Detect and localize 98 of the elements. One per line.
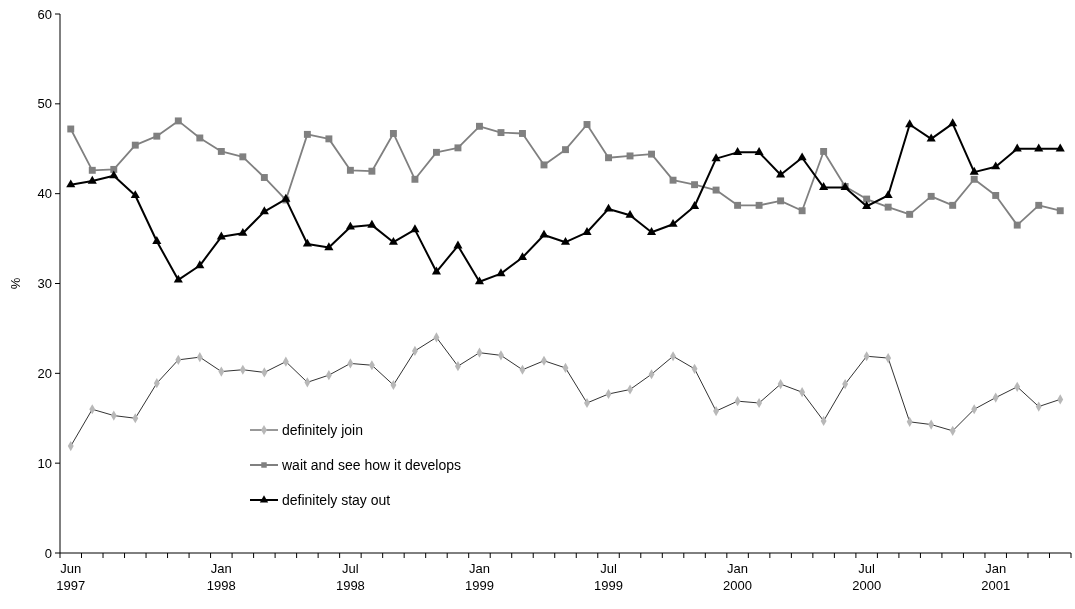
y-tick-label: 10 — [37, 455, 52, 471]
point — [389, 130, 397, 137]
point — [798, 207, 806, 215]
point — [109, 170, 119, 179]
point — [195, 260, 205, 269]
point — [131, 141, 139, 149]
point — [411, 175, 419, 183]
point — [669, 176, 677, 184]
point — [949, 201, 957, 209]
point — [367, 219, 377, 228]
x-tick-label: Jul 1999 — [594, 561, 623, 593]
point — [625, 209, 635, 218]
point — [454, 144, 462, 152]
point — [560, 236, 571, 245]
point — [777, 197, 785, 205]
point — [388, 236, 398, 245]
x-tick-label: Jul 1998 — [335, 561, 365, 593]
point — [173, 274, 183, 283]
point — [754, 147, 764, 155]
point — [474, 276, 485, 285]
point — [1056, 207, 1064, 215]
point — [948, 118, 958, 127]
point — [259, 206, 269, 215]
point — [302, 238, 312, 247]
point — [217, 147, 225, 155]
point — [862, 200, 872, 209]
point — [733, 147, 743, 155]
point — [88, 166, 96, 174]
point — [325, 135, 333, 143]
y-tick-label: 50 — [37, 96, 52, 112]
point — [884, 203, 892, 211]
point — [969, 166, 979, 175]
y-tick-label: 40 — [37, 186, 52, 202]
y-tick-label: 60 — [37, 6, 52, 22]
point — [153, 132, 161, 140]
point — [755, 201, 763, 209]
point — [346, 166, 354, 174]
point — [130, 190, 140, 199]
point — [926, 133, 936, 142]
x-tick-label: Jul 2000 — [852, 561, 882, 593]
point — [927, 192, 935, 200]
point — [66, 179, 76, 188]
point — [239, 153, 247, 161]
point — [992, 192, 1000, 199]
legend-label: wait and see how it develops — [281, 456, 461, 473]
point — [690, 200, 700, 209]
point — [562, 146, 569, 154]
point — [863, 195, 871, 203]
point — [691, 181, 699, 189]
y-tick-label: 20 — [37, 365, 52, 381]
point — [603, 203, 614, 212]
point — [539, 229, 549, 238]
x-tick-label: Jan 2000 — [723, 561, 753, 593]
point — [711, 153, 721, 162]
point — [712, 186, 720, 194]
point — [819, 182, 829, 191]
y-tick-label: 30 — [37, 276, 52, 292]
point — [238, 227, 248, 236]
point — [605, 154, 612, 162]
point — [174, 117, 182, 125]
point — [517, 252, 528, 261]
x-tick-label: Jan 2001 — [981, 561, 1011, 593]
point — [582, 227, 592, 235]
point — [797, 152, 807, 161]
point — [432, 148, 440, 156]
point — [345, 221, 355, 230]
point — [905, 119, 915, 128]
point — [496, 268, 506, 277]
point — [1012, 143, 1022, 152]
x-tick-label: Jan 1999 — [465, 561, 494, 593]
point — [368, 167, 376, 175]
point — [453, 240, 463, 249]
point — [1035, 201, 1043, 209]
point — [970, 175, 978, 183]
point — [475, 122, 483, 130]
point — [646, 227, 657, 235]
point — [260, 174, 268, 181]
legend-label: definitely join — [282, 421, 363, 438]
point — [152, 236, 162, 244]
point — [820, 147, 828, 155]
point — [110, 165, 118, 173]
point — [906, 210, 914, 218]
point — [883, 190, 893, 199]
legend-label: definitely stay out — [282, 491, 391, 508]
point — [519, 130, 526, 137]
x-tick-label: Jan 1998 — [206, 561, 236, 593]
point — [1013, 221, 1021, 229]
point — [1055, 143, 1065, 152]
point — [648, 150, 656, 158]
y-axis-title: % — [8, 277, 23, 290]
point — [410, 224, 420, 233]
point — [668, 218, 678, 227]
point — [324, 242, 334, 251]
x-tick-label: Jun 1997 — [56, 561, 86, 593]
point — [87, 175, 97, 184]
point — [734, 201, 742, 209]
y-tick-label: 0 — [44, 545, 52, 561]
point — [303, 130, 311, 138]
